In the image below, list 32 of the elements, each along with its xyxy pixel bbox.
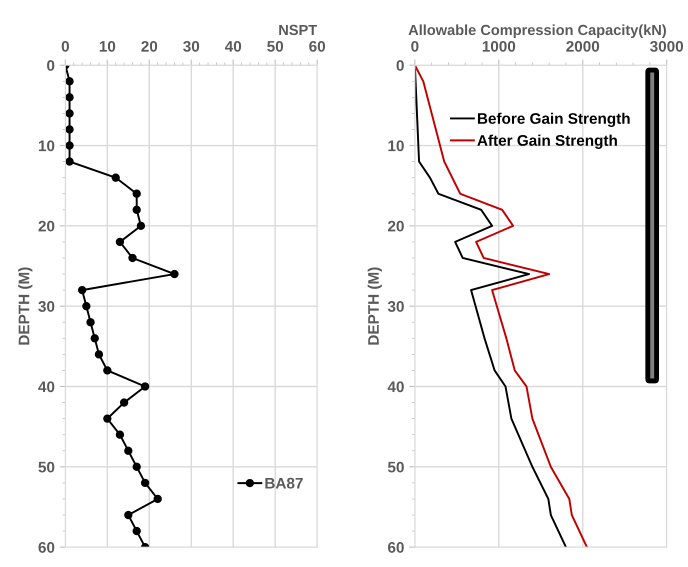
x-tick-label: 60: [309, 40, 326, 52]
x-tick-label: 0: [62, 40, 69, 52]
legend-label: BA87: [265, 478, 303, 489]
x-tick-label: 50: [267, 40, 284, 52]
y-axis-title: DEPTH (M): [368, 267, 382, 345]
x-tick-label: 30: [183, 40, 200, 52]
y-tick-label: 30: [38, 301, 54, 312]
y-axis-title: DEPTH (M): [18, 267, 32, 345]
x-axis-title: NSPT: [279, 24, 318, 36]
legend-label: Before Gain Strength: [478, 112, 630, 127]
y-tick-label: 10: [38, 140, 54, 152]
y-tick-label: 40: [38, 381, 54, 392]
y-tick-label: 50: [388, 462, 404, 473]
x-tick-label: 1000: [482, 40, 516, 52]
x-tick-label: 2000: [566, 40, 600, 52]
y-tick-label: 20: [38, 220, 54, 232]
y-tick-label: 40: [388, 381, 404, 392]
y-tick-label: 10: [388, 140, 404, 152]
x-axis-title: Allowable Compression Capacity(kN): [408, 24, 666, 38]
x-tick-label: 40: [224, 40, 242, 52]
y-tick-label: 50: [38, 462, 54, 473]
y-tick-label: 0: [47, 60, 54, 71]
y-tick-label: 0: [396, 60, 404, 71]
y-tick-label: 60: [38, 542, 54, 553]
x-tick-label: 3000: [650, 40, 684, 52]
y-tick-label: 30: [388, 301, 404, 312]
legend-label: After Gain Strength: [477, 134, 617, 149]
y-tick-label: 60: [388, 542, 404, 553]
x-tick-label: 10: [100, 40, 116, 52]
x-tick-label: 20: [141, 40, 158, 52]
x-tick-label: 0: [411, 40, 418, 52]
y-tick-label: 20: [388, 220, 404, 232]
